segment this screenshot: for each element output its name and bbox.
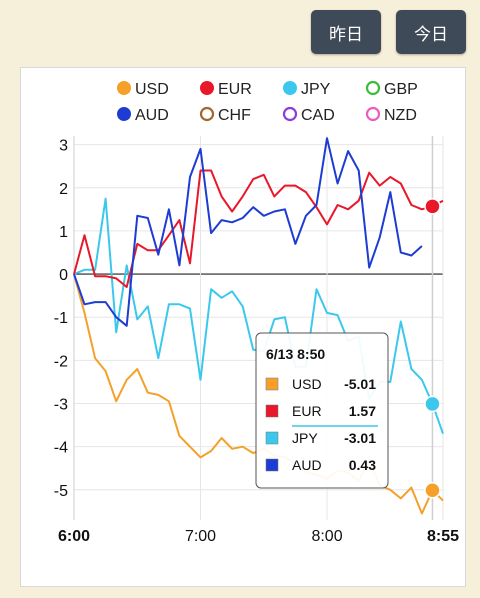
legend-marker-eur bbox=[200, 81, 214, 95]
y-tick-label: -1 bbox=[54, 310, 68, 327]
legend-marker-cad bbox=[282, 106, 298, 122]
tooltip-value-jpy: -3.01 bbox=[344, 430, 376, 446]
x-tick-label: 7:00 bbox=[185, 528, 216, 545]
x-tick-label: 8:55 bbox=[427, 528, 459, 545]
marker-eur bbox=[424, 198, 441, 215]
chart-card: USD EUR JPY GBP AUD CHF CAD NZD 3 2 1 0 -1 -2 -3 -4 -5 … bbox=[20, 67, 466, 587]
legend-label-aud: AUD bbox=[135, 107, 169, 124]
y-tick-label: 0 bbox=[59, 267, 68, 284]
tooltip-value-eur: 1.57 bbox=[349, 403, 376, 419]
legend-label-jpy: JPY bbox=[301, 81, 331, 98]
today-button[interactable]: 今日 bbox=[396, 10, 466, 54]
y-tick-label: -5 bbox=[54, 483, 68, 500]
y-tick-label: -2 bbox=[54, 353, 68, 370]
y-tick-label: -3 bbox=[54, 397, 68, 414]
tooltip-swatch-jpy bbox=[265, 431, 279, 445]
legend-label-cad: CAD bbox=[301, 107, 335, 124]
legend-label-chf: CHF bbox=[218, 107, 251, 124]
y-tick-label: 1 bbox=[59, 224, 68, 241]
y-tick-label: 3 bbox=[59, 138, 68, 155]
legend-marker-nzd bbox=[365, 106, 381, 122]
legend-label-eur: EUR bbox=[218, 81, 252, 98]
tooltip-swatch-usd bbox=[265, 377, 279, 391]
tooltip-swatch-eur bbox=[265, 404, 279, 418]
legend-label-nzd: NZD bbox=[384, 107, 417, 124]
x-tick-label: 6:00 bbox=[58, 528, 90, 545]
y-axis-ticks: 3 2 1 0 -1 -2 -3 -4 -5 bbox=[54, 138, 68, 500]
yesterday-button[interactable]: 昨日 bbox=[311, 10, 381, 54]
marker-usd bbox=[424, 481, 441, 499]
tooltip-swatch-aud bbox=[265, 458, 279, 472]
tooltip-box bbox=[255, 332, 389, 489]
x-tick-label: 8:00 bbox=[311, 528, 342, 545]
series-line-aud bbox=[73, 137, 423, 327]
y-tick-label: 2 bbox=[59, 181, 68, 198]
series-line-eur bbox=[73, 169, 444, 288]
tooltip-name-eur: EUR bbox=[292, 403, 322, 419]
legend-marker-jpy bbox=[283, 81, 297, 95]
series-end-markers bbox=[424, 198, 441, 499]
legend-label-usd: USD bbox=[135, 81, 169, 98]
legend-marker-usd bbox=[117, 81, 131, 95]
hover-tooltip: 6/13 8:50 USD -5.01 EUR 1.57 JPY -3.01 AUD 0.43 bbox=[255, 332, 389, 489]
tooltip-value-aud: 0.43 bbox=[349, 457, 376, 473]
tooltip-name-usd: USD bbox=[292, 376, 322, 392]
marker-jpy bbox=[424, 395, 441, 413]
legend-marker-chf bbox=[199, 106, 215, 122]
x-axis-ticks: 6:00 7:00 8:00 8:55 bbox=[58, 528, 459, 545]
tooltip-name-jpy: JPY bbox=[292, 430, 318, 446]
tooltip-value-usd: -5.01 bbox=[344, 376, 376, 392]
tooltip-name-aud: AUD bbox=[292, 457, 322, 473]
legend-label-gbp: GBP bbox=[384, 81, 418, 98]
legend-marker-aud bbox=[117, 107, 131, 121]
chart-legend: USD EUR JPY GBP AUD CHF CAD NZD bbox=[117, 80, 418, 124]
legend-marker-gbp bbox=[365, 80, 381, 96]
y-tick-label: -4 bbox=[54, 440, 68, 457]
tooltip-time: 6/13 8:50 bbox=[266, 346, 325, 362]
